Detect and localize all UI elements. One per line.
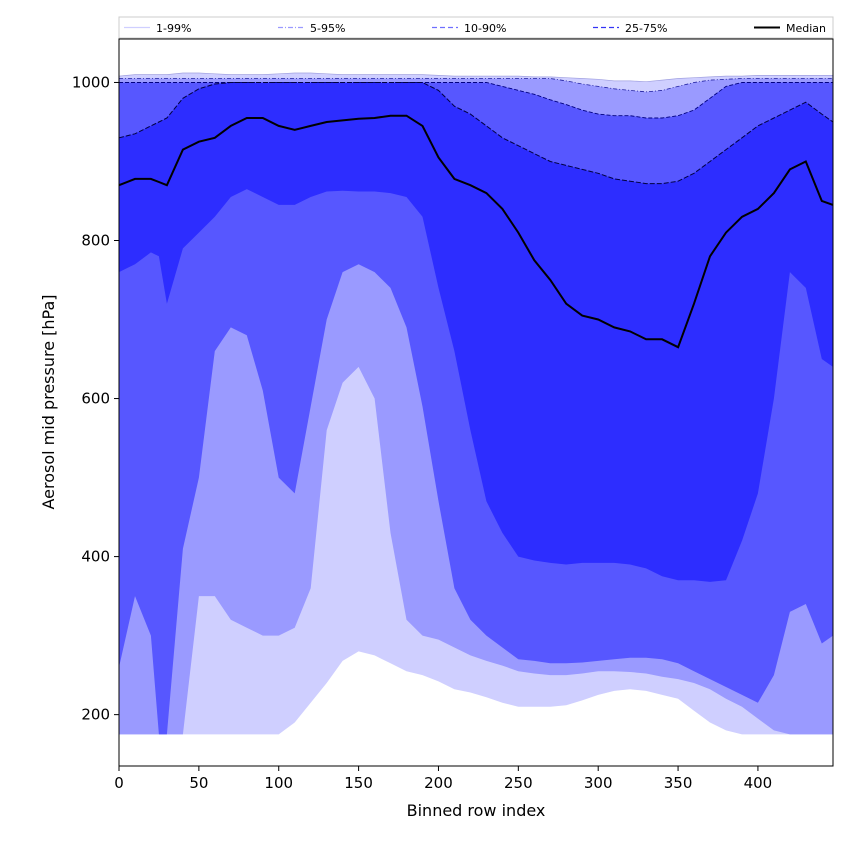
x-tick-label: 100 [264,774,293,792]
y-tick-label: 600 [81,390,110,408]
y-tick-label: 400 [81,548,110,566]
band-edge-lines [118,72,834,185]
legend-box [118,16,834,39]
legend: 1-99% 5-95% 10-90% 25-75% Median [118,16,834,39]
x-tick-label: 250 [504,774,533,792]
legend-label: 5-95% [310,22,345,35]
x-tick-label: 300 [584,774,613,792]
edge-line-p95 [119,78,833,93]
median-line [118,114,834,349]
x-tick-label: 400 [744,774,773,792]
legend-label: 1-99% [156,22,191,35]
x-axis-ticks: 0 50 100 150 200 250 300 350 400 [114,766,772,792]
percentile-bands [119,73,833,735]
legend-label: 10-90% [464,22,506,35]
edge-line-p75 [118,82,834,185]
edge-line-p99 [118,72,833,83]
x-tick-label: 150 [344,774,373,792]
y-tick-label: 1000 [72,73,110,91]
y-axis-ticks: 200 400 600 800 1000 [72,73,119,724]
legend-label: Median [786,22,826,35]
x-tick-label: 50 [189,774,208,792]
band-p25-p75 [119,82,833,582]
x-tick-label: 200 [424,774,453,792]
legend-label: 25-75% [625,22,667,35]
y-axis-label: Aerosol mid pressure [hPa] [39,294,58,509]
x-axis-label: Binned row index [407,801,546,820]
edge-line-p90 [119,82,833,119]
plot-area-frame [118,38,834,767]
y-tick-label: 200 [81,706,110,724]
x-tick-label: 0 [114,774,124,792]
x-tick-label: 350 [664,774,693,792]
y-tick-label: 800 [81,232,110,250]
